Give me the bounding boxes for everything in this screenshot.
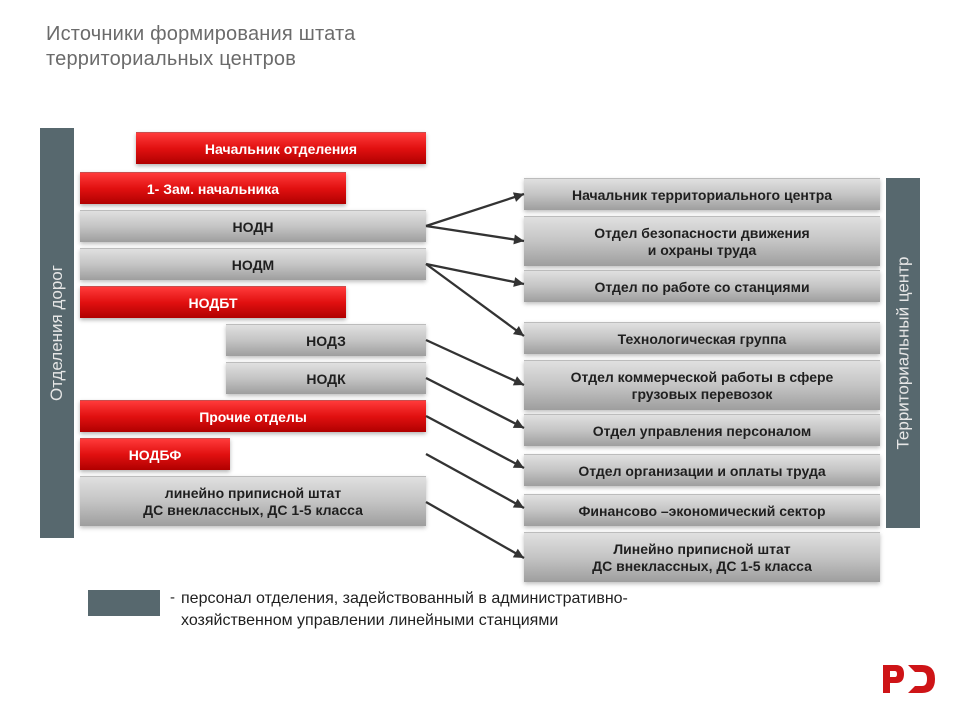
legend: - персонал отделения, задействованный в … <box>88 588 721 631</box>
right-bar-r-hr: Отдел управления персоналом <box>524 414 880 446</box>
logo-icon <box>880 659 938 702</box>
left-bar-nodk: НОДК <box>226 362 426 394</box>
left-bar-others: Прочие отделы <box>80 400 426 432</box>
title-line2: территориальных центров <box>46 47 355 72</box>
left-bar-head: Начальник отделения <box>136 132 426 164</box>
right-bar-r-safety: Отдел безопасности движенияи охраны труд… <box>524 216 880 266</box>
left-bar-deputy: 1- Зам. начальника <box>80 172 346 204</box>
right-bar-r-pay: Отдел организации и оплаты труда <box>524 454 880 486</box>
right-bar-r-head: Начальник территориального центра <box>524 178 880 210</box>
left-bar-linear: линейно приписной штатДС внеклассных, ДС… <box>80 476 426 526</box>
right-column-label: Территориальный центр <box>886 178 920 528</box>
right-bar-r-stations: Отдел по работе со станциями <box>524 270 880 302</box>
left-bar-nodz: НОДЗ <box>226 324 426 356</box>
left-column-label: Отделения дорог <box>40 128 74 538</box>
legend-dash: - <box>170 588 175 608</box>
left-bar-nodn: НОДН <box>80 210 426 242</box>
right-bar-r-cargo: Отдел коммерческой работы в сферегрузовы… <box>524 360 880 410</box>
diagram: Отделения дорог Территориальный центр На… <box>40 128 920 578</box>
left-bar-nodm: НОДМ <box>80 248 426 280</box>
title-line1: Источники формирования штата <box>46 22 355 47</box>
left-bar-nodbt: НОДБТ <box>80 286 346 318</box>
right-bar-r-linear: Линейно приписной штатДС внеклассных, ДС… <box>524 532 880 582</box>
page-title: Источники формирования штата территориал… <box>46 22 355 72</box>
left-bar-nodbf: НОДБФ <box>80 438 230 470</box>
right-bar-r-fin: Финансово –экономический сектор <box>524 494 880 526</box>
right-bar-r-tech: Технологическая группа <box>524 322 880 354</box>
legend-swatch <box>88 590 160 616</box>
legend-text: персонал отделения, задействованный в ад… <box>181 588 721 631</box>
